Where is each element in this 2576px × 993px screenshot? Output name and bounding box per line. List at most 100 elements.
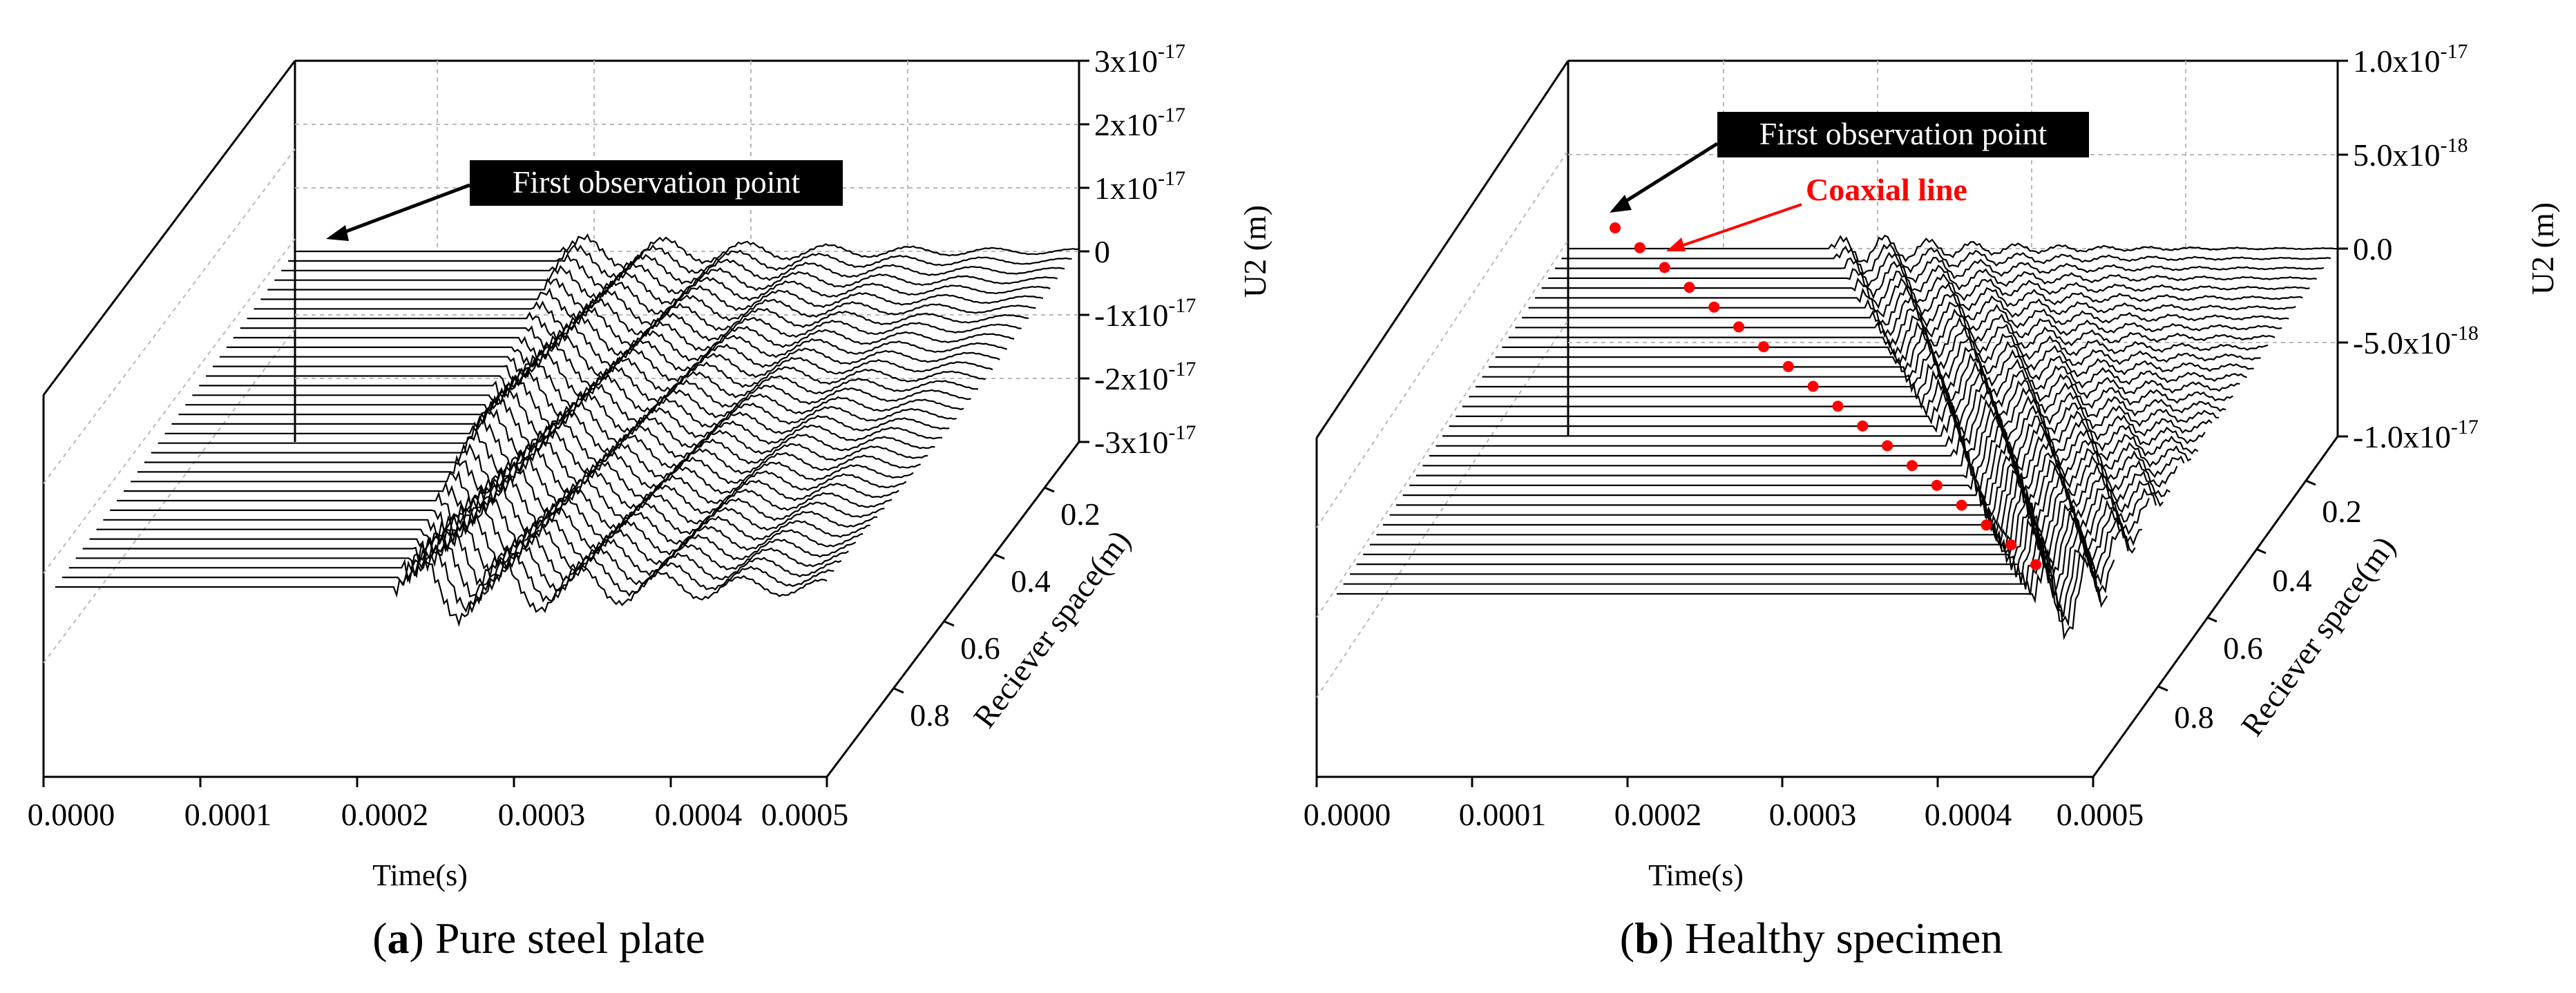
- waveform-trace: [1350, 532, 2108, 617]
- panel-a-arrow: [336, 183, 470, 237]
- waveform-trace: [124, 459, 899, 528]
- waveform-trace: [82, 513, 857, 583]
- waveform-trace: [295, 233, 1080, 270]
- panel-a-annotation-box: [470, 160, 843, 206]
- panel-a-x-label: Time(s): [372, 858, 468, 892]
- waveform-trace: [247, 298, 1029, 343]
- panel-b-depth-tick: 0.6: [2223, 630, 2263, 666]
- waveform-trace: [1363, 514, 2122, 596]
- panel-a-z-tick: -2x10-17: [1094, 358, 1196, 396]
- waveform-trace: [185, 374, 964, 432]
- coaxial-dot: [2030, 559, 2042, 570]
- panel-b-x-tick: 0.0005: [2057, 797, 2144, 832]
- waveform-trace: [1502, 320, 2269, 370]
- panel-b-coaxial-arrow: [1677, 203, 1802, 249]
- waveform-trace: [1548, 260, 2317, 300]
- panel-b-z-tick: 0.0: [2353, 231, 2393, 267]
- waveform-trace: [254, 289, 1036, 332]
- coaxial-dot: [1733, 321, 1745, 333]
- waveform-trace: [1343, 542, 2101, 627]
- waveform-trace: [178, 386, 957, 443]
- panel-a-z-tick: -1x10-17: [1094, 294, 1196, 333]
- waveform-trace: [75, 519, 849, 592]
- waveform-trace: [103, 483, 878, 553]
- waveform-trace: [1508, 315, 2276, 359]
- panel-b-z-label: U2 (m): [2525, 202, 2560, 295]
- coaxial-dot: [1610, 222, 1621, 233]
- waveform-trace: [1482, 348, 2247, 403]
- panel-b-x-label: Time(s): [1648, 858, 1744, 892]
- panel-b-z-tick: -1.0x10-17: [2353, 416, 2479, 454]
- panel-b-annotation-box: [1717, 112, 2089, 157]
- panel-b-arrow-head: [1610, 195, 1632, 213]
- waveform-trace: [61, 537, 834, 614]
- waveform-trace: [1568, 234, 2338, 264]
- waveform-trace: [1515, 305, 2282, 349]
- waveform-trace: [1462, 377, 2226, 438]
- waveform-trace: [1535, 277, 2303, 318]
- waveform-trace: [1561, 243, 2331, 276]
- panel-b-depth-tick: 0.4: [2272, 563, 2312, 598]
- panel-b-z-tick: 5.0x10-18: [2353, 134, 2468, 173]
- panel-a-x-tick: 0.0002: [341, 797, 429, 832]
- panel-a-z-tick: 3x10-17: [1094, 40, 1185, 79]
- panel-b-depth-tick: 0.8: [2174, 700, 2214, 735]
- coaxial-dot: [1832, 401, 1844, 412]
- panel-a-annotation-text: First observation point: [513, 164, 801, 200]
- waveform-trace: [151, 425, 928, 485]
- waveform-trace: [1422, 430, 2185, 501]
- waveform-trace: [1396, 469, 2157, 539]
- panel-b-arrow: [1619, 142, 1719, 206]
- panel-a: 0.0000 0.0001 0.0002 0.0003 0.0004 0.000…: [28, 40, 1272, 963]
- panel-b-z-tick: 1.0x10-17: [2353, 40, 2468, 79]
- panel-b-coaxial-arrow-head: [1666, 238, 1686, 251]
- panel-b-x-tick: 0.0004: [1925, 797, 2012, 832]
- coaxial-dot: [1634, 242, 1645, 253]
- panel-b-x-tick: 0.0001: [1459, 797, 1547, 832]
- waveform-trace: [1489, 337, 2254, 392]
- panel-b-caption: (b) Healthy specimen: [1620, 914, 2003, 963]
- waveform-trace: [260, 280, 1044, 322]
- waveform-trace: [1456, 387, 2220, 445]
- panel-a-grid: [43, 61, 1079, 664]
- panel-a-z-tick: 0: [1094, 234, 1110, 269]
- waveform-trace: [1383, 482, 2142, 563]
- coaxial-dot: [1758, 341, 1769, 353]
- panel-a-z-tick: 1x10-17: [1094, 167, 1185, 206]
- waveform-trace: [117, 466, 893, 536]
- waveform-trace: [68, 529, 842, 605]
- panel-a-waterfall: [55, 233, 1080, 627]
- panel-a-depth-tick: 0.6: [960, 630, 1000, 666]
- panel-a-x-tick: 0.0004: [655, 797, 743, 832]
- coaxial-dot: [1956, 499, 1967, 511]
- panel-b: 0.0000 0.0001 0.0002 0.0003 0.0004 0.000…: [1304, 40, 2560, 963]
- panel-a-annotation: First observation point: [326, 160, 843, 241]
- panel-a-depth-tick: 0.8: [910, 697, 950, 733]
- waveform-trace: [1476, 360, 2240, 416]
- panel-b-z-axis: 1.0x10-17 5.0x10-18 0.0 -5.0x10-18 -1.0x…: [2338, 40, 2560, 454]
- coaxial-dot: [1807, 380, 1819, 392]
- panel-a-arrow-head: [326, 225, 349, 241]
- panel-a-depth-tick: 0.4: [1011, 563, 1051, 599]
- coaxial-dot: [1906, 460, 1918, 472]
- waveform-trace: [1442, 405, 2206, 470]
- waveform-trace: [158, 416, 935, 472]
- waveform-trace: [137, 442, 914, 507]
- coaxial-dot: [1981, 519, 1992, 531]
- waveform-trace: [288, 244, 1072, 280]
- panel-b-box: [1315, 59, 2339, 778]
- waveform-trace: [1356, 526, 2115, 608]
- waveform-trace: [1541, 270, 2310, 309]
- panel-a-z-tick: -3x10-17: [1094, 421, 1196, 460]
- waveform-trace: [1554, 251, 2325, 288]
- panel-b-coaxial-line: [1610, 222, 2042, 570]
- waveform-trace: [1429, 425, 2192, 491]
- panel-a-x-tick: 0.0003: [498, 797, 586, 832]
- coaxial-dot: [1782, 360, 1794, 372]
- waveform-trace: [144, 433, 921, 494]
- waveform-trace: [281, 253, 1065, 291]
- panel-b-waterfall: [1337, 234, 2338, 641]
- waveform-trace: [55, 549, 828, 627]
- panel-a-x-tick: 0.0000: [28, 797, 115, 832]
